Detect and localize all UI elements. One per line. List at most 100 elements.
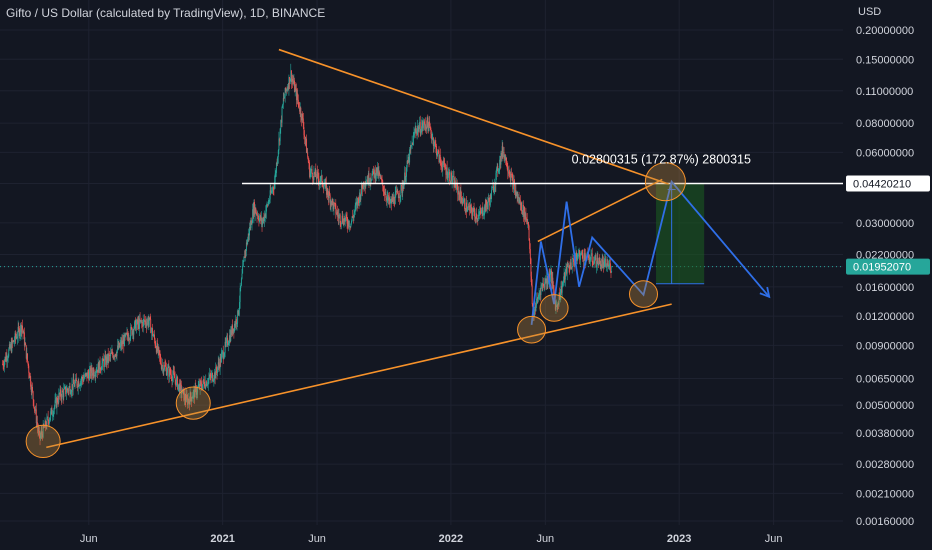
candle-body <box>197 387 199 393</box>
candle-body <box>139 318 140 329</box>
candle-body <box>476 218 478 220</box>
candle-body <box>285 87 287 92</box>
candle-body <box>39 432 41 438</box>
candle-body <box>88 374 90 381</box>
candle-body <box>571 258 573 269</box>
candle-body <box>573 261 575 265</box>
candle-body <box>333 203 335 210</box>
candle-body <box>381 179 383 181</box>
candle-body <box>33 407 35 409</box>
candle-body <box>573 258 574 262</box>
highlight-circle[interactable] <box>629 280 659 308</box>
candle-body <box>495 173 497 185</box>
candle-body <box>111 351 113 354</box>
candle-body <box>581 251 583 254</box>
candle-body <box>45 420 47 427</box>
candle-body <box>431 137 433 140</box>
candle-body <box>509 174 511 181</box>
rising-trendline[interactable] <box>537 178 663 243</box>
candle-body <box>92 370 94 376</box>
candle-body <box>576 252 578 262</box>
candle-body <box>260 217 262 222</box>
highlight-circle[interactable] <box>517 315 547 344</box>
candle-body <box>502 152 504 153</box>
candle-body <box>257 215 259 217</box>
candle-body <box>55 398 57 408</box>
candle-body <box>361 184 362 195</box>
candle-body <box>452 176 454 177</box>
candle-body <box>220 354 222 363</box>
candle-body <box>189 400 190 405</box>
candle-body <box>138 320 140 329</box>
candle-body <box>41 431 43 434</box>
candle-body <box>299 107 301 112</box>
candle-body <box>6 355 8 361</box>
candle-body <box>590 254 592 260</box>
candle-body <box>74 382 76 387</box>
candle-body <box>607 263 609 266</box>
candle-body <box>330 201 332 205</box>
candle-body <box>259 218 260 222</box>
candle-body <box>321 175 323 185</box>
candle-body <box>239 287 241 303</box>
candle-body <box>343 217 345 225</box>
candle-body <box>107 353 109 363</box>
candle-body <box>512 180 514 190</box>
upper-trendline[interactable] <box>278 48 669 185</box>
candle-body <box>352 216 354 218</box>
candle-body <box>604 259 606 261</box>
y-tick-label: 0.11000000 <box>856 86 913 98</box>
candle-body <box>309 162 311 177</box>
candle-body <box>469 205 471 211</box>
candle-body <box>601 264 603 268</box>
candle-body <box>593 263 594 265</box>
candle-body <box>177 377 179 390</box>
candle-body <box>135 320 137 331</box>
candle-body <box>461 196 462 203</box>
candle-body <box>147 319 149 325</box>
candle-body <box>506 166 508 169</box>
candle-body <box>352 216 354 218</box>
candle-body <box>112 354 114 359</box>
candle-body <box>419 121 421 134</box>
candle-body <box>232 325 234 334</box>
candle-body <box>562 282 564 286</box>
candle-body <box>456 182 458 186</box>
highlight-circle[interactable] <box>25 424 61 459</box>
candle-body <box>516 192 518 197</box>
candle-body <box>117 345 119 351</box>
candle-body <box>583 260 584 262</box>
highlight-circle[interactable] <box>175 386 211 420</box>
candle-body <box>320 176 322 182</box>
candle-body <box>414 132 416 133</box>
candle-body <box>301 113 303 121</box>
candle-body <box>603 261 604 268</box>
candle-body <box>524 213 526 220</box>
candle-body <box>535 305 537 312</box>
candle-body <box>335 204 337 214</box>
candle-body <box>169 368 170 377</box>
candle-body <box>416 131 417 134</box>
projection-path[interactable] <box>530 179 770 325</box>
highlight-circle[interactable] <box>644 162 686 202</box>
candle-body <box>15 333 17 338</box>
candle-body <box>260 215 262 222</box>
candle-body <box>184 393 186 400</box>
candle-body <box>202 379 204 385</box>
candle-body <box>159 355 161 358</box>
candle-body <box>435 143 437 146</box>
highlight-circle[interactable] <box>539 294 569 322</box>
candle-body <box>127 336 129 341</box>
candle-body <box>87 372 89 375</box>
candle-body <box>560 286 562 295</box>
candle-body <box>386 197 387 201</box>
candle-body <box>67 388 68 390</box>
lower-trendline[interactable] <box>46 303 672 449</box>
candle-body <box>81 376 83 380</box>
candle-body <box>396 191 397 192</box>
candle-body <box>537 298 539 299</box>
candle-body <box>434 141 436 144</box>
candle-body <box>219 364 220 369</box>
level-price-badge <box>846 175 930 192</box>
